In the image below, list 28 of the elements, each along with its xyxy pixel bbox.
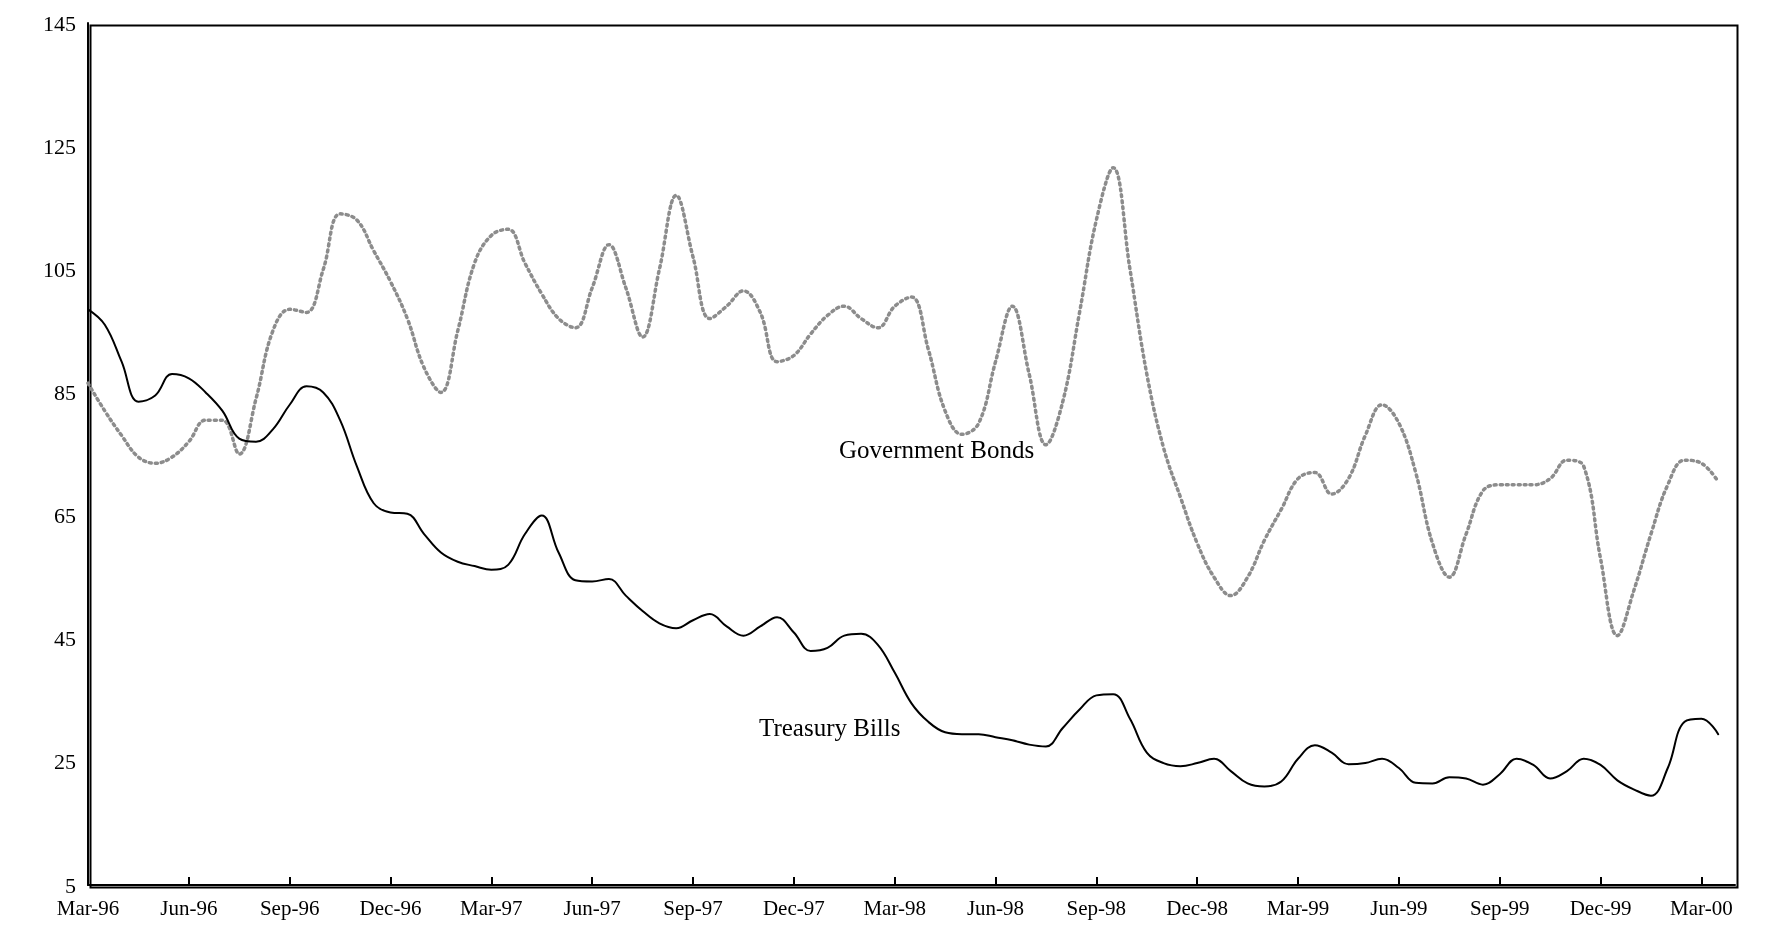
x-tick-label: Jun-97 (563, 895, 621, 920)
x-tick-label: Dec-98 (1166, 895, 1229, 920)
y-tick-label: 5 (65, 872, 76, 898)
x-tick-label: Dec-97 (762, 895, 825, 920)
x-tick-label: Jun-99 (1370, 895, 1428, 920)
y-tick-label: 85 (54, 379, 76, 405)
x-tick-label: Mar-96 (56, 895, 120, 920)
x-tick-label: Mar-98 (863, 895, 926, 920)
x-tick-label: Mar-99 (1266, 895, 1330, 920)
x-tick-label: Sep-98 (1066, 895, 1127, 920)
series-label: Treasury Bills (759, 714, 901, 741)
y-tick-label: 65 (54, 503, 76, 529)
x-tick-label: Jun-96 (160, 895, 218, 920)
x-tick-label: Jun-98 (966, 895, 1025, 920)
y-tick-label: 105 (43, 256, 76, 282)
x-tick-label: Sep-97 (663, 895, 723, 920)
y-tick-label: 145 (43, 10, 76, 36)
y-tick-label: 45 (54, 626, 76, 652)
y-tick-label: 25 (54, 749, 76, 775)
x-tick-label: Sep-96 (259, 895, 320, 920)
x-tick-label: Dec-96 (359, 895, 422, 920)
y-tick-label: 125 (43, 133, 76, 159)
x-tick-label: Sep-99 (1469, 895, 1530, 920)
series-label: Government Bonds (839, 436, 1035, 463)
x-tick-label: Mar-97 (460, 895, 523, 920)
x-tick-label: Dec-99 (1569, 895, 1632, 920)
x-tick-label: Mar-00 (1670, 895, 1733, 920)
line-series (86, 165, 1720, 638)
